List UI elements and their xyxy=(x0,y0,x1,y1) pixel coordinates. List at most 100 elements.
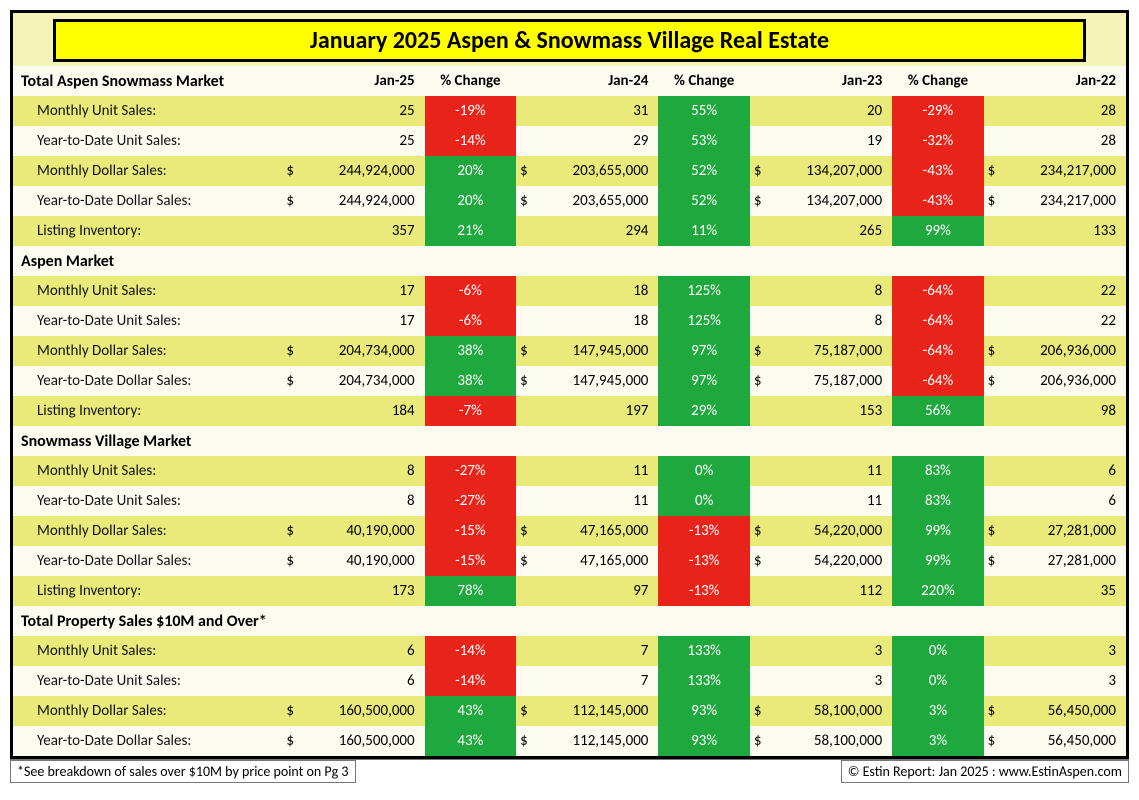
value-cell: 184 xyxy=(282,396,424,426)
row-label: Year-to-Date Dollar Sales: xyxy=(13,186,282,216)
pct-cell: -64% xyxy=(892,336,983,366)
value-cell: $47,165,000 xyxy=(516,516,658,546)
value-cell: 25 xyxy=(282,126,424,156)
pct-cell: -14% xyxy=(425,666,516,696)
table-row: Monthly Unit Sales:25-19%3155%20-29%28 xyxy=(13,96,1126,126)
pct-cell: -29% xyxy=(892,96,983,126)
pct-cell: -64% xyxy=(892,366,983,396)
row-label: Monthly Dollar Sales: xyxy=(13,156,282,186)
footnote-right: © Estin Report: Jan 2025 : www.EstinAspe… xyxy=(841,760,1129,783)
pct-cell: 83% xyxy=(892,456,983,486)
value-cell: $147,945,000 xyxy=(516,336,658,366)
value-cell: 7 xyxy=(516,666,658,696)
pct-cell: 52% xyxy=(658,186,749,216)
pct-cell: 20% xyxy=(425,156,516,186)
value-cell: 3 xyxy=(750,636,892,666)
value-cell: 11 xyxy=(516,486,658,516)
value-cell: $56,450,000 xyxy=(984,696,1126,726)
value-cell: $40,190,000 xyxy=(282,546,424,576)
table-row: Monthly Unit Sales:8-27%110%1183%6 xyxy=(13,456,1126,486)
value-cell: 173 xyxy=(282,576,424,606)
pct-cell: -6% xyxy=(425,306,516,336)
table-row: Monthly Dollar Sales:$204,734,00038%$147… xyxy=(13,336,1126,366)
table-row: Monthly Unit Sales:17-6%18125%8-64%22 xyxy=(13,276,1126,306)
pct-cell: 43% xyxy=(425,696,516,726)
value-cell: $203,655,000 xyxy=(516,156,658,186)
value-cell: 265 xyxy=(750,216,892,246)
pct-cell: 29% xyxy=(658,396,749,426)
row-label: Monthly Unit Sales: xyxy=(13,276,282,306)
pct-cell: 11% xyxy=(658,216,749,246)
value-cell: 112 xyxy=(750,576,892,606)
pct-cell: 38% xyxy=(425,366,516,396)
value-cell: $160,500,000 xyxy=(282,726,424,756)
pct-cell: 43% xyxy=(425,726,516,756)
pct-cell: -14% xyxy=(425,126,516,156)
value-cell: 3 xyxy=(984,636,1126,666)
col-header: Jan-23 xyxy=(750,66,892,96)
value-cell: 8 xyxy=(750,276,892,306)
table-row: Year-to-Date Dollar Sales:$204,734,00038… xyxy=(13,366,1126,396)
value-cell: $203,655,000 xyxy=(516,186,658,216)
pct-cell: -43% xyxy=(892,156,983,186)
title-wrap: January 2025 Aspen & Snowmass Village Re… xyxy=(13,13,1126,66)
value-cell: 8 xyxy=(282,456,424,486)
pct-cell: 99% xyxy=(892,216,983,246)
value-cell: $27,281,000 xyxy=(984,516,1126,546)
table-row: Year-to-Date Unit Sales:6-14%7133%30%3 xyxy=(13,666,1126,696)
value-cell: 29 xyxy=(516,126,658,156)
pct-cell: 133% xyxy=(658,636,749,666)
col-header: % Change xyxy=(892,66,983,96)
value-cell: 20 xyxy=(750,96,892,126)
col-header: % Change xyxy=(658,66,749,96)
value-cell: $112,145,000 xyxy=(516,696,658,726)
value-cell: 153 xyxy=(750,396,892,426)
pct-cell: 52% xyxy=(658,156,749,186)
table-row: Monthly Dollar Sales:$244,924,00020%$203… xyxy=(13,156,1126,186)
value-cell: 22 xyxy=(984,306,1126,336)
section-header-row: Aspen Market xyxy=(13,246,1126,276)
value-cell: 6 xyxy=(282,666,424,696)
pct-cell: 0% xyxy=(892,666,983,696)
pct-cell: -13% xyxy=(658,576,749,606)
row-label: Listing Inventory: xyxy=(13,576,282,606)
col-header: Jan-22 xyxy=(984,66,1126,96)
value-cell: 28 xyxy=(984,126,1126,156)
pct-cell: -14% xyxy=(425,636,516,666)
table-row: Year-to-Date Dollar Sales:$244,924,00020… xyxy=(13,186,1126,216)
pct-cell: 56% xyxy=(892,396,983,426)
data-table: Total Aspen Snowmass MarketJan-25% Chang… xyxy=(13,66,1126,756)
row-label: Monthly Unit Sales: xyxy=(13,636,282,666)
pct-cell: -27% xyxy=(425,456,516,486)
table-row: Listing Inventory:35721%29411%26599%133 xyxy=(13,216,1126,246)
pct-cell: 0% xyxy=(658,486,749,516)
row-label: Year-to-Date Unit Sales: xyxy=(13,306,282,336)
value-cell: 18 xyxy=(516,306,658,336)
value-cell: $47,165,000 xyxy=(516,546,658,576)
value-cell: $58,100,000 xyxy=(750,726,892,756)
pct-cell: -43% xyxy=(892,186,983,216)
table-row: Monthly Unit Sales:6-14%7133%30%3 xyxy=(13,636,1126,666)
section-header-row: Total Aspen Snowmass MarketJan-25% Chang… xyxy=(13,66,1126,96)
pct-cell: 93% xyxy=(658,696,749,726)
pct-cell: 97% xyxy=(658,366,749,396)
value-cell: 18 xyxy=(516,276,658,306)
value-cell: 133 xyxy=(984,216,1126,246)
table-row: Monthly Dollar Sales:$160,500,00043%$112… xyxy=(13,696,1126,726)
col-header: Jan-24 xyxy=(516,66,658,96)
value-cell: $206,936,000 xyxy=(984,336,1126,366)
table-row: Year-to-Date Dollar Sales:$40,190,000-15… xyxy=(13,546,1126,576)
table-row: Monthly Dollar Sales:$40,190,000-15%$47,… xyxy=(13,516,1126,546)
pct-cell: -64% xyxy=(892,276,983,306)
value-cell: $147,945,000 xyxy=(516,366,658,396)
value-cell: $58,100,000 xyxy=(750,696,892,726)
pct-cell: -13% xyxy=(658,546,749,576)
section-name: Aspen Market xyxy=(13,246,282,276)
pct-cell: 20% xyxy=(425,186,516,216)
pct-cell: 99% xyxy=(892,516,983,546)
table-row: Year-to-Date Unit Sales:25-14%2953%19-32… xyxy=(13,126,1126,156)
table-row: Year-to-Date Dollar Sales:$160,500,00043… xyxy=(13,726,1126,756)
pct-cell: 97% xyxy=(658,336,749,366)
section-name: Total Aspen Snowmass Market xyxy=(13,66,282,96)
value-cell: 97 xyxy=(516,576,658,606)
